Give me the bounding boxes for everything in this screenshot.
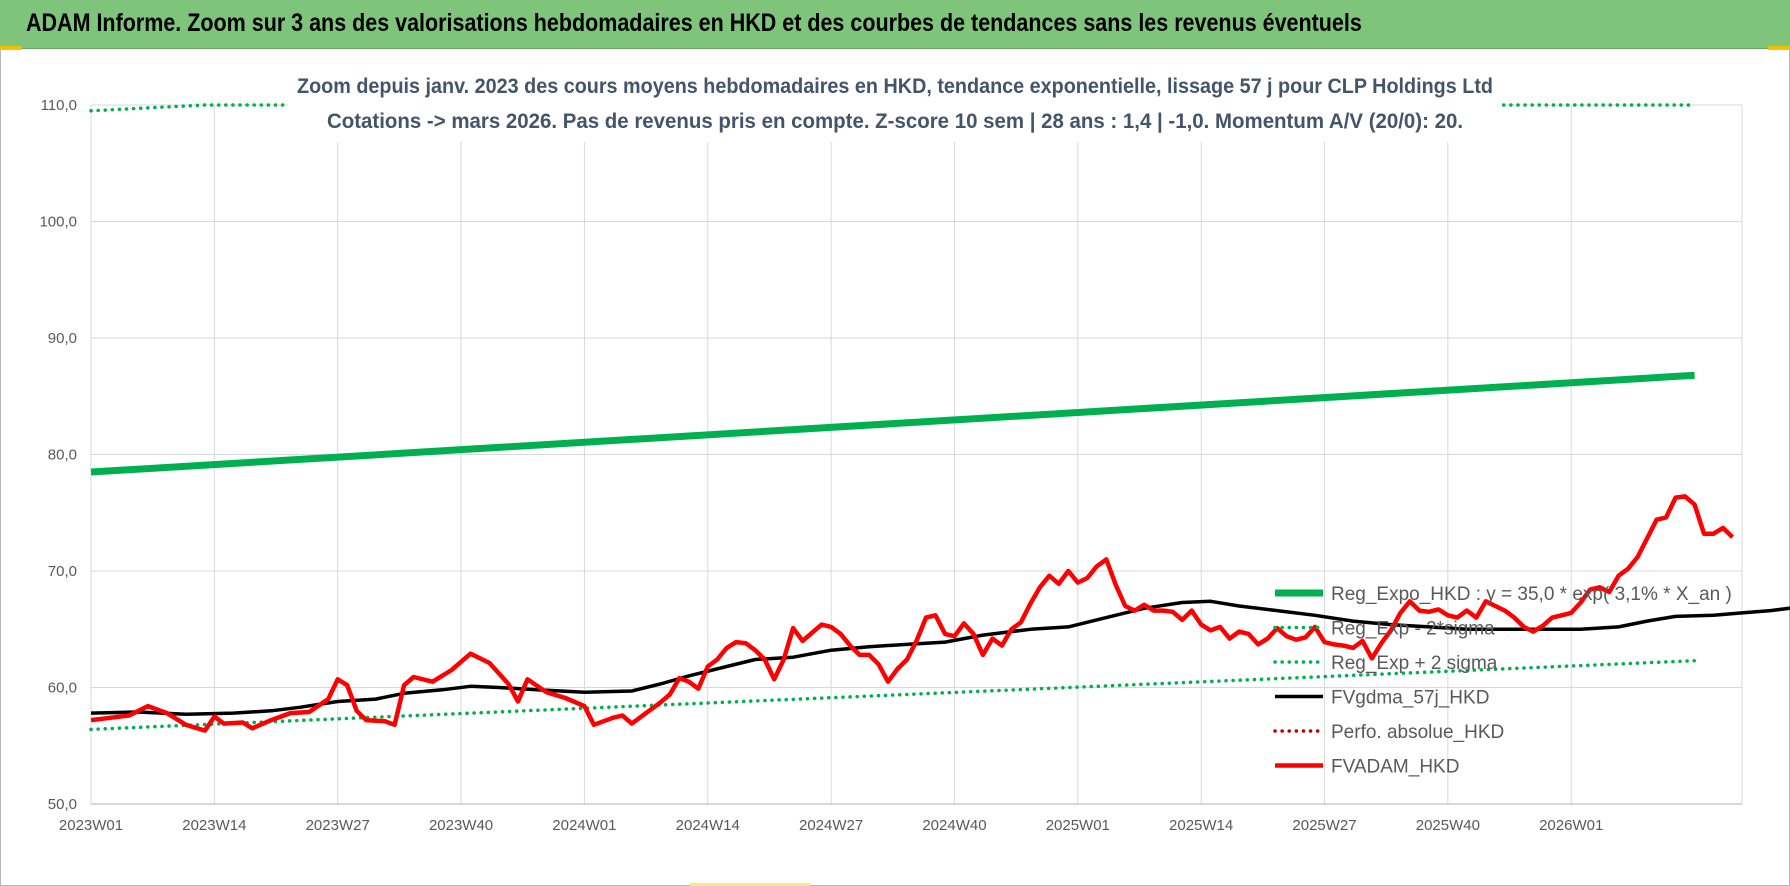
- series-line-1: [89, 658, 1697, 732]
- x-axis-ticks: 2023W01 2023W14 2023W27 2023W40 2024W01 2024W…: [59, 817, 1603, 834]
- x-tick-label: 2024W27: [799, 817, 863, 834]
- y-tick-label: 110,0: [41, 97, 77, 114]
- legend: Reg_Expo_HKD : y = 35,0 * exp( 3,1% * X_…: [1273, 584, 1732, 778]
- x-tick-label: 2025W27: [1292, 817, 1356, 834]
- series-line-5: [90, 494, 1735, 733]
- title-banner: ADAM Informe. Zoom sur 3 ans des valoris…: [0, 0, 1790, 49]
- legend-label-0: Reg_Expo_HKD : y = 35,0 * exp( 3,1% * X_…: [1331, 584, 1732, 605]
- chart-title-line1: Zoom depuis janv. 2023 des cours moyens …: [297, 75, 1493, 98]
- x-tick-label: 2024W40: [922, 817, 986, 834]
- x-tick-label: 2024W01: [552, 817, 616, 834]
- series-lines: [89, 103, 1790, 733]
- y-axis-ticks: 50,0 60,0 70,0 80,0 90,0 100,0 110,0: [39, 97, 77, 813]
- y-tick-label: 90,0: [48, 330, 77, 347]
- series-line-0: [90, 371, 1695, 476]
- grid: [90, 104, 1743, 805]
- x-tick-label: 2023W40: [429, 817, 493, 834]
- x-tick-label: 2025W40: [1416, 817, 1480, 834]
- x-tick-label: 2023W01: [59, 817, 123, 834]
- series-line-3: [90, 599, 1790, 717]
- corner-accent-left: [0, 46, 22, 50]
- legend-label-4: Perfo. absolue_HKD: [1331, 722, 1504, 743]
- chart-title-line2: Cotations -> mars 2026. Pas de revenus p…: [327, 110, 1463, 133]
- y-tick-label: 100,0: [39, 214, 77, 231]
- x-tick-label: 2026W01: [1539, 817, 1603, 834]
- x-tick-label: 2025W01: [1046, 817, 1110, 834]
- y-tick-label: 80,0: [48, 447, 77, 464]
- x-tick-label: 2024W14: [676, 817, 740, 834]
- x-tick-label: 2023W14: [182, 817, 246, 834]
- y-tick-label: 60,0: [48, 680, 77, 697]
- legend-label-1: Reg_Exp - 2*sigma: [1331, 619, 1495, 640]
- x-tick-label: 2023W27: [306, 817, 370, 834]
- x-tick-label: 2025W14: [1169, 817, 1233, 834]
- legend-label-5: FVADAM_HKD: [1331, 757, 1459, 778]
- corner-accent-right: [1768, 46, 1790, 50]
- y-tick-label: 70,0: [48, 563, 77, 580]
- legend-label-2: Reg_Exp + 2 sigma: [1331, 653, 1498, 674]
- banner-title: ADAM Informe. Zoom sur 3 ans des valoris…: [26, 9, 1362, 37]
- bottom-accent: [690, 883, 810, 886]
- chart-subtitle: Zoom depuis janv. 2023 des cours moyens …: [288, 66, 1502, 142]
- subtitle-background: [288, 66, 1502, 142]
- y-tick-label: 50,0: [48, 796, 77, 813]
- legend-label-3: FVgdma_57j_HKD: [1331, 688, 1489, 709]
